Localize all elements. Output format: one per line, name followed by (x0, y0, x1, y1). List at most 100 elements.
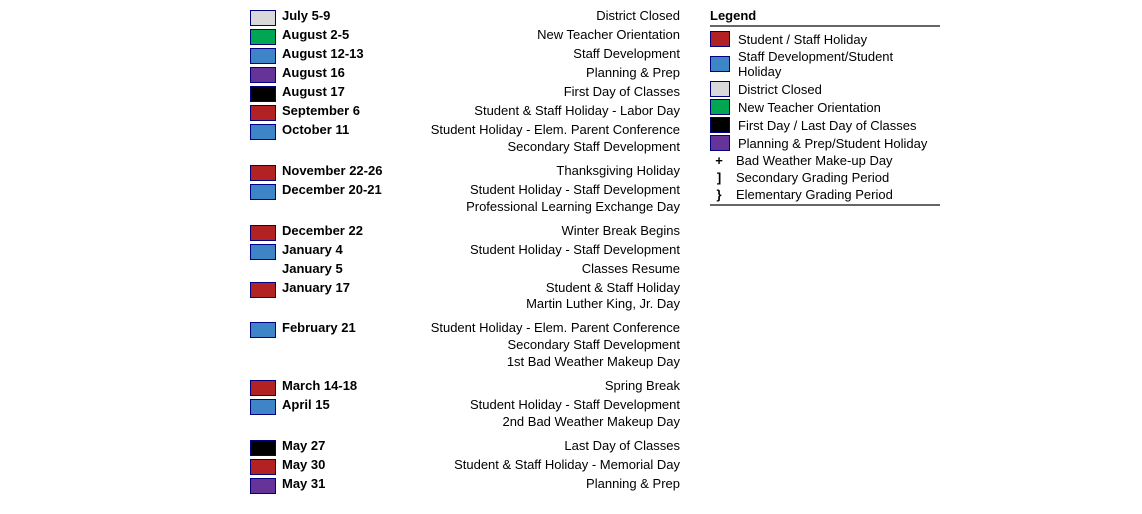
event-desc: Planning & Prep (412, 476, 680, 493)
event-swatch (250, 10, 276, 26)
legend-items: Student / Staff Holiday Staff Development… (710, 31, 940, 202)
legend-label: Elementary Grading Period (736, 187, 893, 202)
event-date: September 6 (282, 103, 412, 118)
event-row: November 22-26Thanksgiving Holiday (250, 163, 680, 181)
event-row: October 11Student Holiday - Elem. Parent… (250, 122, 680, 156)
event-desc: Spring Break (412, 378, 680, 395)
event-date: August 16 (282, 65, 412, 80)
events-column: July 5-9District ClosedAugust 2-5New Tea… (250, 8, 680, 495)
event-swatch (250, 244, 276, 260)
event-desc: Thanksgiving Holiday (412, 163, 680, 180)
event-date: May 31 (282, 476, 412, 491)
event-swatch (250, 380, 276, 396)
legend-swatch (710, 81, 730, 97)
event-row: July 5-9District Closed (250, 8, 680, 26)
event-row: April 15Student Holiday - Staff Developm… (250, 397, 680, 431)
event-date: December 20-21 (282, 182, 412, 197)
event-row: December 22Winter Break Begins (250, 223, 680, 241)
event-row: January 5Classes Resume (250, 261, 680, 279)
event-row: March 14-18Spring Break (250, 378, 680, 396)
event-swatch (250, 29, 276, 45)
legend-rule (710, 25, 940, 27)
legend-label: Student / Staff Holiday (738, 32, 867, 47)
event-date: December 22 (282, 223, 412, 238)
event-swatch (250, 165, 276, 181)
legend-row: } Elementary Grading Period (710, 187, 940, 202)
event-swatch (250, 105, 276, 121)
event-desc: Student & Staff HolidayMartin Luther Kin… (412, 280, 680, 314)
event-date: January 4 (282, 242, 412, 257)
legend-label: Staff Development/Student Holiday (738, 49, 940, 79)
legend-swatch (710, 99, 730, 115)
event-desc: Student Holiday - Elem. Parent Conferenc… (412, 122, 680, 156)
legend-symbol: ] (710, 171, 728, 185)
legend-row: Staff Development/Student Holiday (710, 49, 940, 79)
event-date: July 5-9 (282, 8, 412, 23)
event-swatch (250, 86, 276, 102)
event-date: January 5 (282, 261, 412, 276)
event-date: January 17 (282, 280, 412, 295)
event-swatch (250, 322, 276, 338)
event-desc: Student & Staff Holiday - Memorial Day (412, 457, 680, 474)
event-desc: Planning & Prep (412, 65, 680, 82)
legend-column: Legend Student / Staff HolidayStaff Deve… (710, 8, 940, 495)
legend-swatch (710, 56, 730, 72)
event-desc: New Teacher Orientation (412, 27, 680, 44)
legend-symbol: + (710, 154, 728, 168)
legend-row: Planning & Prep/Student Holiday (710, 135, 940, 151)
event-desc: Student Holiday - Staff DevelopmentProfe… (412, 182, 680, 216)
event-date: August 2-5 (282, 27, 412, 42)
event-row: August 17First Day of Classes (250, 84, 680, 102)
legend-row: ] Secondary Grading Period (710, 170, 940, 185)
event-swatch (250, 225, 276, 241)
event-swatch (250, 124, 276, 140)
event-desc: Student Holiday - Staff Development (412, 242, 680, 259)
legend-label: New Teacher Orientation (738, 100, 881, 115)
event-swatch (250, 282, 276, 298)
legend-row: First Day / Last Day of Classes (710, 117, 940, 133)
event-date: November 22-26 (282, 163, 412, 178)
legend-row: + Bad Weather Make-up Day (710, 153, 940, 168)
event-swatch (250, 399, 276, 415)
legend-swatch (710, 31, 730, 47)
event-date: August 17 (282, 84, 412, 99)
event-row: May 30Student & Staff Holiday - Memorial… (250, 457, 680, 475)
event-swatch (250, 263, 276, 279)
event-row: February 21Student Holiday - Elem. Paren… (250, 320, 680, 371)
event-swatch (250, 184, 276, 200)
event-swatch (250, 459, 276, 475)
legend-row: District Closed (710, 81, 940, 97)
event-date: May 27 (282, 438, 412, 453)
page-wrap: July 5-9District ClosedAugust 2-5New Tea… (0, 0, 1142, 503)
event-row: May 27Last Day of Classes (250, 438, 680, 456)
event-row: August 12-13Staff Development (250, 46, 680, 64)
event-desc: District Closed (412, 8, 680, 25)
event-date: August 12-13 (282, 46, 412, 61)
legend-label: Planning & Prep/Student Holiday (738, 136, 927, 151)
event-date: May 30 (282, 457, 412, 472)
legend-swatch (710, 117, 730, 133)
legend-label: Secondary Grading Period (736, 170, 889, 185)
event-date: April 15 (282, 397, 412, 412)
legend-row: Student / Staff Holiday (710, 31, 940, 47)
legend-rule-bottom (710, 204, 940, 206)
event-date: October 11 (282, 122, 412, 137)
legend-row: New Teacher Orientation (710, 99, 940, 115)
event-desc: Last Day of Classes (412, 438, 680, 455)
event-row: January 17Student & Staff HolidayMartin … (250, 280, 680, 314)
legend-swatch (710, 135, 730, 151)
legend-label: Bad Weather Make-up Day (736, 153, 893, 168)
legend-symbol: } (710, 188, 728, 202)
event-desc: Student & Staff Holiday - Labor Day (412, 103, 680, 120)
event-row: January 4Student Holiday - Staff Develop… (250, 242, 680, 260)
event-swatch (250, 48, 276, 64)
legend-label: District Closed (738, 82, 822, 97)
event-swatch (250, 440, 276, 456)
event-row: September 6Student & Staff Holiday - Lab… (250, 103, 680, 121)
event-desc: Winter Break Begins (412, 223, 680, 240)
event-row: December 20-21Student Holiday - Staff De… (250, 182, 680, 216)
event-swatch (250, 67, 276, 83)
event-desc: First Day of Classes (412, 84, 680, 101)
event-desc: Staff Development (412, 46, 680, 63)
event-desc: Student Holiday - Elem. Parent Conferenc… (412, 320, 680, 371)
